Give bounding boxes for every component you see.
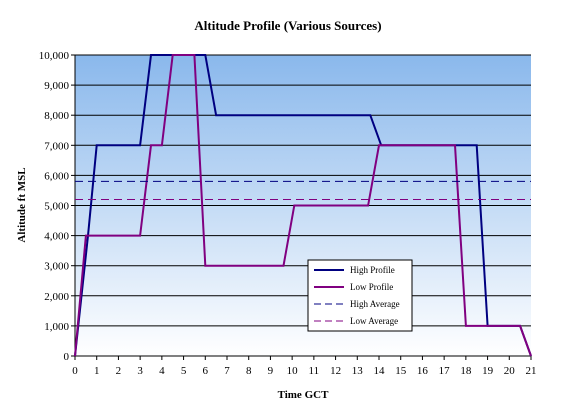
x-tick-label: 1 (94, 365, 100, 377)
x-tick-label: 2 (116, 365, 122, 377)
x-tick-label: 8 (246, 365, 252, 377)
x-tick-label: 4 (159, 365, 165, 377)
y-tick-label: 1,000 (44, 321, 69, 333)
x-tick-label: 19 (482, 365, 494, 377)
y-tick-label: 6,000 (44, 170, 69, 182)
legend-box (307, 259, 413, 332)
x-tick-label: 21 (526, 365, 537, 377)
x-tick-label: 0 (72, 365, 78, 377)
x-tick-label: 13 (352, 365, 364, 377)
y-tick-label: 5,000 (44, 201, 69, 213)
x-tick-label: 12 (330, 365, 341, 377)
legend-label-low-profile: Low Profile (350, 282, 393, 292)
y-axis-ticks: 0 1,000 2,000 3,000 4,000 5,000 6,000 7,000 8,00… (39, 50, 75, 363)
x-tick-label: 5 (181, 365, 187, 377)
x-axis-ticks: 0 1 2 3 4 5 6 7 8 9 10 11 12 13 14 15 16 17 18 19 20 21 (72, 356, 537, 377)
x-tick-label: 18 (460, 365, 472, 377)
y-tick-label: 0 (64, 351, 70, 363)
y-tick-label: 2,000 (44, 291, 69, 303)
y-axis-title: Altitude ft MSL (16, 167, 28, 242)
chart-title: Altitude Profile (Various Sources) (194, 18, 381, 33)
x-tick-label: 7 (224, 365, 230, 377)
series-layer (74, 54, 532, 357)
x-tick-label: 11 (309, 365, 320, 377)
y-tick-label: 8,000 (44, 110, 69, 122)
x-tick-label: 6 (203, 365, 209, 377)
x-tick-label: 16 (417, 365, 429, 377)
y-tick-label: 7,000 (44, 140, 69, 152)
legend-label-low-average: Low Average (350, 316, 398, 326)
x-tick-label: 17 (439, 365, 451, 377)
x-tick-label: 15 (395, 365, 407, 377)
x-tick-label: 20 (504, 365, 516, 377)
legend-label-high-average: High Average (350, 299, 400, 309)
y-tick-label: 9,000 (44, 80, 69, 92)
x-tick-label: 3 (137, 365, 143, 377)
series-low-profile-line (74, 54, 532, 357)
legend-label-high-profile: High Profile (350, 265, 395, 275)
y-tick-label: 10,000 (39, 50, 70, 62)
y-tick-label: 3,000 (44, 261, 69, 273)
x-axis-title: Time GCT (278, 389, 329, 401)
x-tick-label: 14 (374, 365, 386, 377)
legend: High Profile Low Profile High Average Low A… (307, 259, 413, 332)
x-tick-label: 10 (287, 365, 299, 377)
x-tick-label: 9 (268, 365, 274, 377)
y-tick-label: 4,000 (44, 231, 69, 243)
